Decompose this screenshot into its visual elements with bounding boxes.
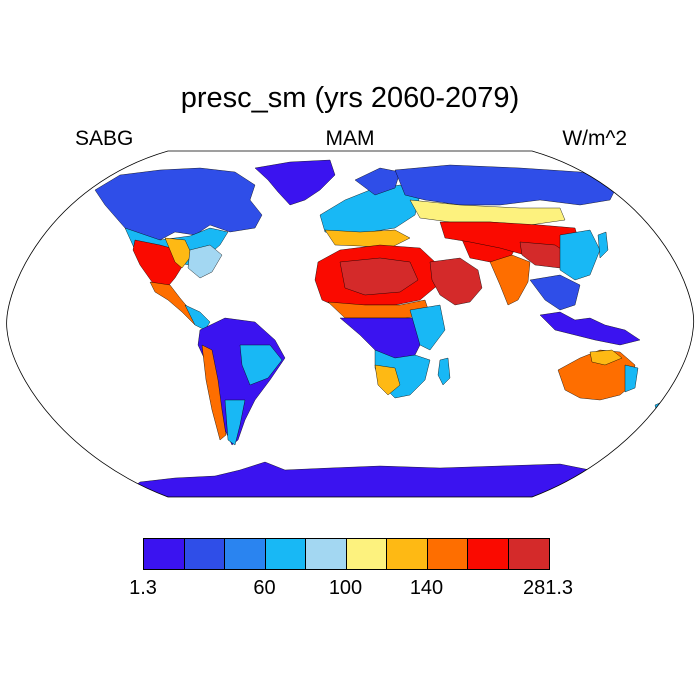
colorbar-swatch xyxy=(387,539,428,569)
units-label: W/m^2 xyxy=(562,127,627,150)
region-siberia xyxy=(394,164,621,206)
region-brazil-east xyxy=(239,344,283,386)
colorbar xyxy=(143,538,550,570)
region-australia-north xyxy=(589,349,623,366)
region-central-america xyxy=(184,304,211,331)
region-east-africa xyxy=(409,304,446,351)
region-central-asia xyxy=(409,199,566,226)
region-arabia xyxy=(429,257,483,306)
region-new-zealand xyxy=(654,401,666,419)
region-southeast-asia xyxy=(529,274,581,311)
colorbar-swatch xyxy=(306,539,347,569)
region-south-america-south xyxy=(224,399,246,446)
colorbar-tick-label: 60 xyxy=(253,577,276,599)
season-label: MAM xyxy=(325,127,375,150)
colorbar-tick-label: 140 xyxy=(409,577,444,599)
colorbar-swatch xyxy=(346,539,387,569)
colorbar-swatch xyxy=(265,539,306,569)
region-us-plains xyxy=(164,237,193,269)
region-kalahari xyxy=(374,364,401,396)
colorbar-swatch xyxy=(427,539,468,569)
variable-label: SABG xyxy=(75,127,134,150)
colorbar-tick-label: 100 xyxy=(328,577,363,599)
region-sahara-core xyxy=(339,257,419,296)
region-japan xyxy=(597,231,609,259)
region-china-east xyxy=(559,229,601,281)
region-india xyxy=(489,254,531,306)
colorbar-swatch xyxy=(144,539,185,569)
colorbar-swatch xyxy=(184,539,225,569)
region-andes-west xyxy=(201,344,227,441)
region-scandinavia xyxy=(354,167,401,196)
region-us-east xyxy=(187,244,223,279)
region-greenland xyxy=(254,159,336,206)
colorbar-tick-label: 281.3 xyxy=(522,577,574,599)
region-indonesia xyxy=(539,311,641,346)
map-title: presc_sm (yrs 2060-2079) xyxy=(180,82,520,114)
region-north-america-north xyxy=(94,167,263,241)
colorbar-swatch xyxy=(508,539,549,569)
colorbar-swatch xyxy=(468,539,509,569)
region-australia-east xyxy=(624,364,639,393)
region-mediterranean xyxy=(324,229,411,249)
colorbar-swatch xyxy=(225,539,266,569)
map-outline xyxy=(6,150,695,498)
region-madagascar xyxy=(437,357,451,386)
colorbar-tick-label: 1.3 xyxy=(129,577,157,599)
